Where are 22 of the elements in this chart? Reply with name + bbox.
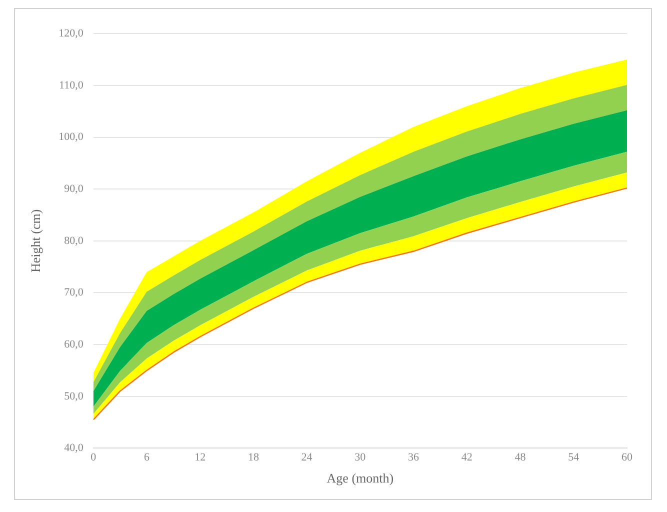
x-tick-label: 60 [622,452,633,464]
y-tick-label: 120,0 [58,27,84,40]
x-axis-title: Age (month) [326,470,394,486]
y-tick-label: 50,0 [64,390,84,402]
x-tick-label: 36 [408,452,420,464]
y-axis-title: Height (cm) [28,209,44,272]
x-tick-label: 6 [144,452,150,464]
y-tick-label: 100,0 [58,131,84,144]
y-tick-label: 110,0 [59,79,84,92]
y-tick-label: 60,0 [64,338,84,350]
x-tick-label: 30 [354,452,366,464]
y-tick-label: 40,0 [64,442,84,454]
y-tick-label: 90,0 [64,182,84,195]
y-tick-label: 80,0 [64,234,84,247]
x-tick-label: 48 [514,452,526,464]
x-tick-label: 0 [90,452,97,464]
x-tick-label: 18 [248,452,260,464]
x-tick-label: 12 [194,452,206,464]
y-tick-label: 70,0 [64,286,84,299]
x-tick-label: 42 [461,452,472,464]
x-tick-label: 54 [568,452,580,464]
x-tick-label: 24 [301,452,313,464]
